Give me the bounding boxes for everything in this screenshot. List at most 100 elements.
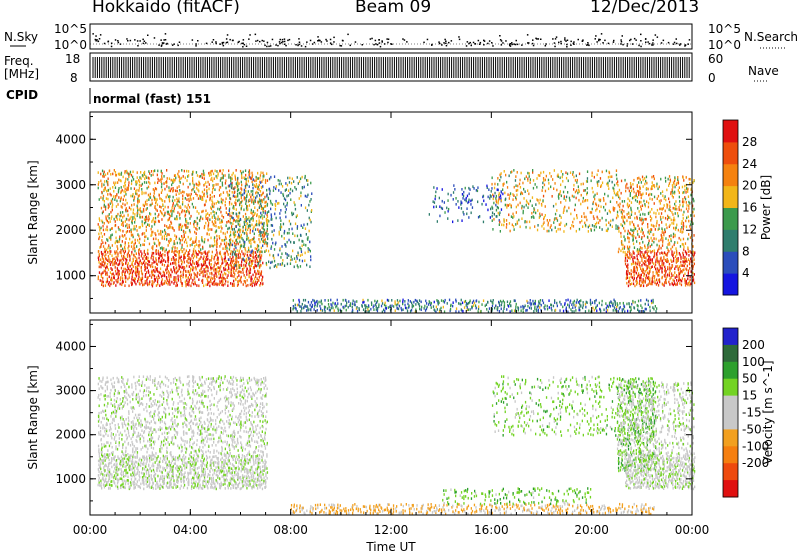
scatter-point bbox=[160, 272, 162, 276]
scatter-point bbox=[291, 227, 293, 231]
scatter-point bbox=[141, 281, 143, 284]
scatter-point bbox=[161, 175, 163, 178]
scatter-point bbox=[224, 265, 226, 268]
scatter-point bbox=[585, 180, 588, 183]
scatter-point bbox=[385, 307, 387, 310]
scatter-point bbox=[687, 277, 689, 281]
scatter-point bbox=[107, 259, 109, 262]
scatter-point bbox=[206, 272, 208, 276]
scatter-point bbox=[126, 171, 128, 174]
scatter-point bbox=[206, 192, 208, 195]
scatter-point bbox=[180, 280, 182, 283]
scatter-point bbox=[261, 192, 264, 196]
scatter-point bbox=[270, 207, 272, 211]
scatter-point bbox=[588, 224, 591, 227]
scatter-point bbox=[108, 260, 110, 264]
scatter-point bbox=[356, 300, 358, 303]
nsky-point bbox=[326, 40, 328, 42]
scatter-point bbox=[537, 308, 539, 312]
scatter-point bbox=[232, 219, 235, 222]
nsky-point bbox=[387, 38, 390, 40]
scatter-point bbox=[161, 230, 164, 234]
scatter-point bbox=[281, 185, 284, 188]
scatter-point bbox=[164, 231, 166, 234]
scatter-point bbox=[642, 284, 645, 288]
scatter-point bbox=[262, 209, 264, 213]
scatter-point bbox=[309, 240, 311, 244]
scatter-point bbox=[209, 284, 211, 288]
scatter-point bbox=[286, 253, 288, 256]
scatter-point bbox=[603, 205, 605, 209]
scatter-point bbox=[138, 186, 141, 190]
scatter-point bbox=[231, 216, 233, 219]
scatter-point bbox=[224, 255, 226, 258]
scatter-point bbox=[257, 200, 259, 204]
nsky-point bbox=[532, 44, 535, 47]
scatter-point bbox=[618, 226, 620, 230]
scatter-point bbox=[161, 278, 163, 281]
scatter-point bbox=[183, 256, 185, 259]
scatter-point bbox=[640, 299, 642, 302]
scatter-point bbox=[133, 253, 135, 257]
scatter-point bbox=[160, 197, 162, 201]
scatter-point bbox=[469, 188, 471, 191]
scatter-point bbox=[117, 203, 119, 206]
scatter-point bbox=[218, 236, 221, 240]
scatter-point bbox=[102, 280, 104, 284]
scatter-point bbox=[692, 278, 695, 281]
scatter-point bbox=[573, 310, 575, 313]
scatter-point bbox=[135, 259, 137, 263]
scatter-point bbox=[315, 300, 317, 304]
scatter-point bbox=[571, 224, 573, 227]
nsky-point bbox=[317, 36, 319, 38]
scatter-point bbox=[101, 283, 103, 286]
scatter-point bbox=[621, 308, 623, 311]
scatter-point bbox=[234, 225, 237, 228]
nsky-point bbox=[107, 40, 110, 43]
scatter-point bbox=[283, 202, 285, 206]
nsky-point bbox=[577, 38, 579, 41]
scatter-point bbox=[310, 181, 312, 185]
scatter-point bbox=[152, 273, 154, 277]
scatter-point bbox=[375, 308, 377, 311]
scatter-point bbox=[161, 218, 163, 221]
scatter-point bbox=[251, 200, 253, 204]
scatter-point bbox=[278, 189, 280, 192]
scatter-point bbox=[256, 213, 258, 216]
scatter-point bbox=[158, 232, 160, 236]
scatter-point bbox=[181, 238, 183, 242]
scatter-point bbox=[210, 263, 212, 266]
scatter-point bbox=[550, 224, 552, 227]
scatter-point bbox=[312, 298, 314, 302]
scatter-point bbox=[626, 302, 628, 306]
scatter-point bbox=[117, 269, 119, 272]
scatter-point bbox=[244, 177, 246, 180]
scatter-point bbox=[170, 226, 172, 229]
scatter-point bbox=[411, 305, 413, 309]
scatter-point bbox=[169, 237, 171, 241]
scatter-point bbox=[334, 302, 336, 305]
scatter-point bbox=[146, 199, 148, 202]
scatter-point bbox=[237, 281, 239, 284]
scatter-point bbox=[155, 284, 158, 287]
scatter-point bbox=[229, 241, 231, 244]
scatter-point bbox=[263, 198, 265, 201]
nsky-point bbox=[381, 41, 383, 43]
scatter-point bbox=[617, 310, 620, 313]
scatter-point bbox=[612, 302, 614, 305]
scatter-point bbox=[600, 185, 602, 188]
scatter-point bbox=[252, 273, 254, 277]
scatter-point bbox=[461, 188, 463, 191]
scatter-point bbox=[525, 199, 528, 203]
scatter-point bbox=[231, 282, 234, 286]
scatter-point bbox=[127, 246, 129, 250]
scatter-point bbox=[245, 199, 247, 203]
scatter-point bbox=[121, 273, 123, 277]
scatter-point bbox=[106, 263, 109, 266]
nsky-point bbox=[679, 43, 682, 45]
scatter-point bbox=[387, 299, 390, 302]
scatter-point bbox=[177, 172, 179, 176]
scatter-point bbox=[224, 278, 226, 281]
scatter-point bbox=[523, 306, 525, 309]
nsky-point bbox=[509, 44, 511, 47]
